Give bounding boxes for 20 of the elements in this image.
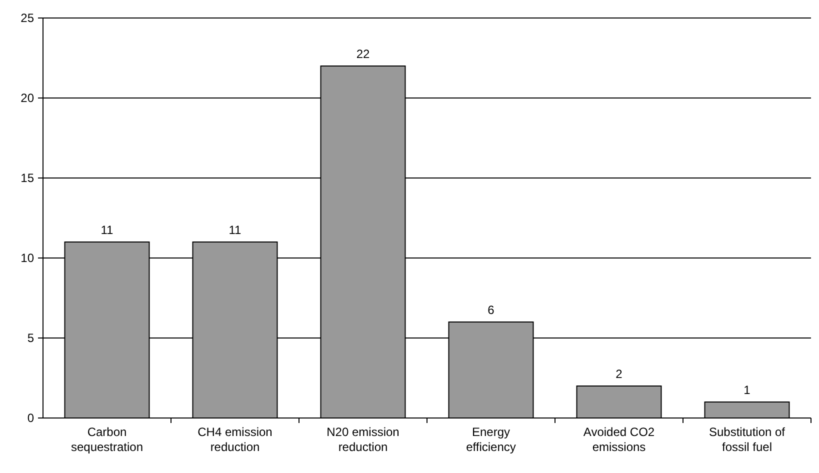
y-tick-label: 0 <box>27 411 34 426</box>
bar <box>576 386 662 418</box>
data-label: 6 <box>488 303 495 317</box>
data-label: 22 <box>356 47 370 61</box>
y-tick-label: 25 <box>20 11 34 26</box>
data-label: 1 <box>744 383 751 397</box>
bar <box>704 402 790 418</box>
data-label: 11 <box>100 223 114 237</box>
x-tick-label: CH4 emission reduction <box>198 425 272 454</box>
y-tick-label: 5 <box>27 331 34 346</box>
data-label: 11 <box>228 223 242 237</box>
y-tick-label: 20 <box>20 91 34 106</box>
data-label: 2 <box>616 367 623 381</box>
x-tick-label: Energy efficiency <box>466 425 516 454</box>
x-tick-label: N20 emission reduction <box>326 425 400 454</box>
x-tick-label: Substitution of fossil fuel <box>708 425 786 454</box>
y-tick-label: 10 <box>20 251 34 266</box>
x-tick-label: Avoided CO2 emissions <box>583 425 655 454</box>
y-tick-label: 15 <box>20 171 34 186</box>
x-tick-label: Carbon sequestration <box>70 425 144 454</box>
